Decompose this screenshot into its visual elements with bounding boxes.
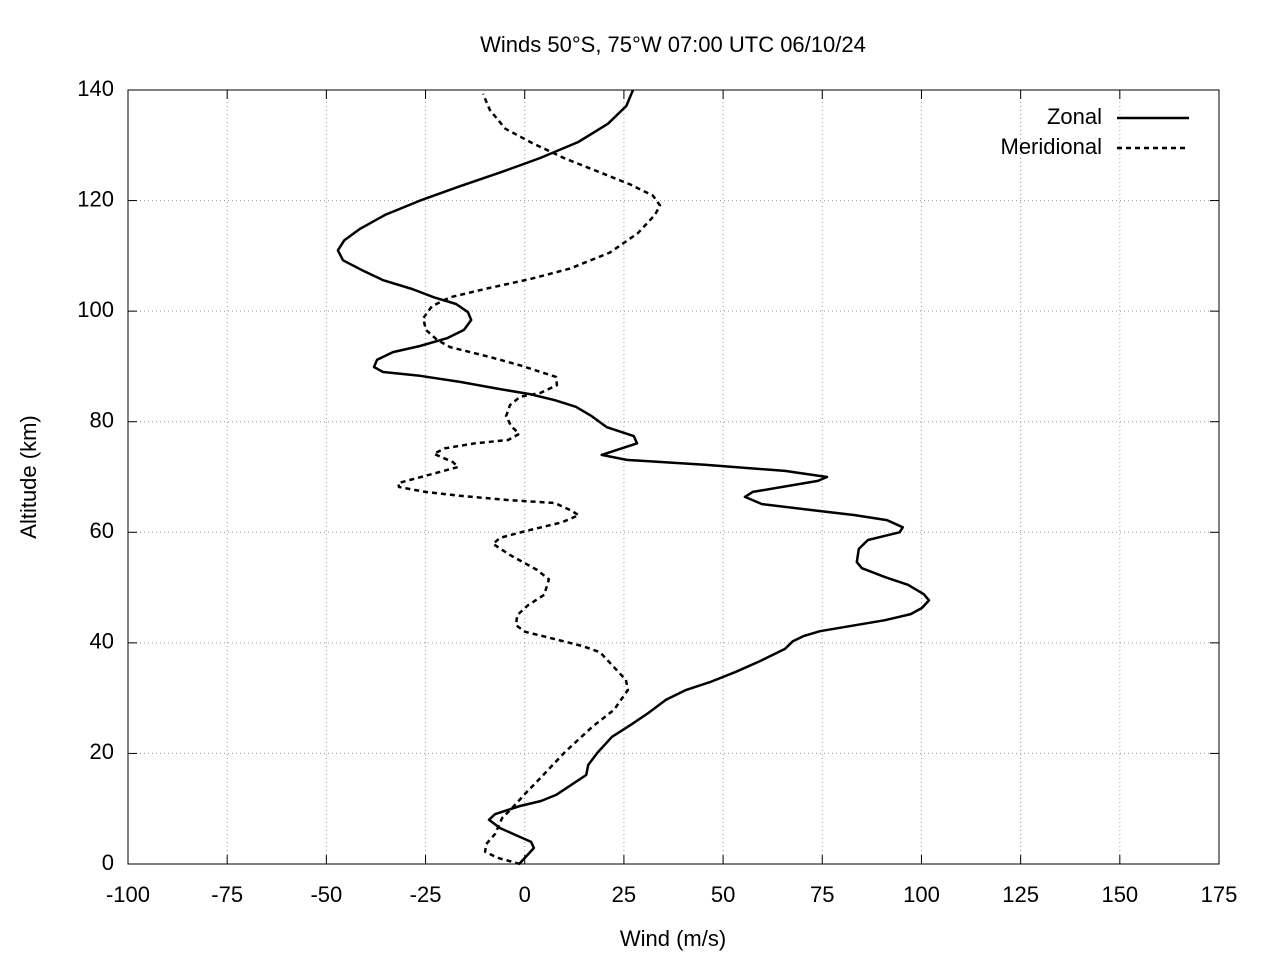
data-line xyxy=(336,89,931,865)
y-tick-label: 0 xyxy=(102,850,114,875)
x-axis-label: Wind (m/s) xyxy=(620,926,726,951)
y-tick-label: 80 xyxy=(90,408,114,433)
y-tick-label: 60 xyxy=(90,518,114,543)
y-tick-label: 20 xyxy=(90,739,114,764)
x-tick-label: -50 xyxy=(310,882,342,907)
legend-label: Meridional xyxy=(1001,134,1103,159)
x-tick-label: 0 xyxy=(519,882,531,907)
plot-frame xyxy=(127,89,1220,865)
y-axis-label: Altitude (km) xyxy=(16,415,41,538)
x-tick-label: 25 xyxy=(612,882,636,907)
y-tick-label: 40 xyxy=(90,629,114,654)
x-tick-label: 50 xyxy=(711,882,735,907)
data-line xyxy=(396,93,662,866)
legend-label: Zonal xyxy=(1047,104,1102,129)
y-tick-label: 140 xyxy=(77,76,114,101)
x-tick-label: -25 xyxy=(410,882,442,907)
x-tick-label: -100 xyxy=(106,882,150,907)
chart-title: Winds 50°S, 75°W 07:00 UTC 06/10/24 xyxy=(480,32,866,57)
x-tick-label: 150 xyxy=(1101,882,1138,907)
x-tick-label: 175 xyxy=(1201,882,1238,907)
x-tick-label: 125 xyxy=(1002,882,1039,907)
y-tick-label: 100 xyxy=(77,297,114,322)
x-tick-label: -75 xyxy=(211,882,243,907)
x-tick-label: 100 xyxy=(903,882,940,907)
x-tick-label: 75 xyxy=(810,882,834,907)
y-tick-label: 120 xyxy=(77,186,114,211)
